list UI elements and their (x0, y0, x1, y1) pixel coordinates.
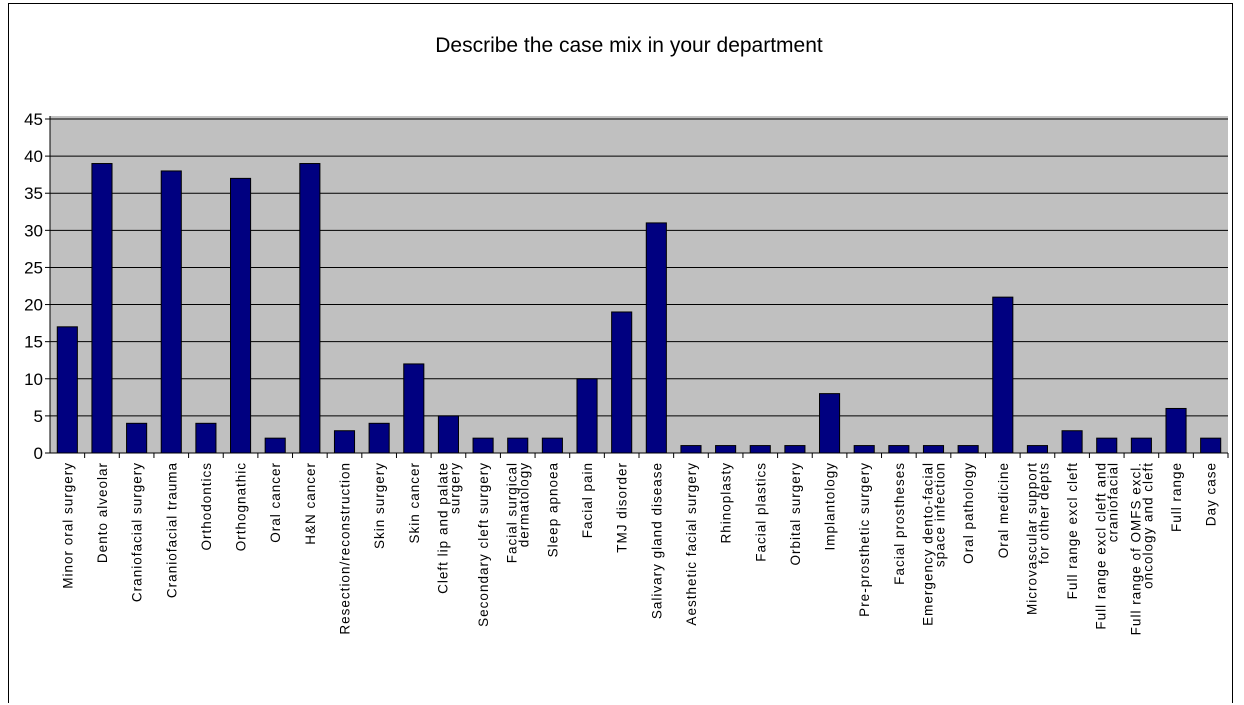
x-category-label: Pre-prosthetic surgery (857, 462, 872, 617)
bar (819, 393, 841, 454)
x-category-label: Dento alveolar (95, 462, 110, 563)
x-category-label: craniofacial (1106, 462, 1121, 542)
x-category-label: Craniofacial surgery (130, 462, 145, 602)
bar (195, 422, 217, 454)
bar (888, 445, 910, 454)
x-category-label: Craniofacial trauma (164, 462, 179, 598)
y-tick-label: 20 (24, 296, 43, 315)
bar (160, 170, 182, 454)
chart-frame: Describe the case mix in your department… (8, 3, 1233, 703)
x-category-label: Rhinoplasty (719, 462, 734, 544)
x-category-label: Facial surgical (505, 462, 520, 563)
x-category-label: Oral cancer (268, 462, 283, 543)
bar (541, 437, 563, 454)
y-tick-label: 0 (34, 444, 43, 463)
x-category-label: Full range excl cleft (1065, 462, 1080, 599)
x-category-label: Facial prostheses (892, 462, 907, 585)
y-tick-label: 40 (24, 147, 43, 166)
y-tick-label: 30 (24, 221, 43, 240)
bar (853, 445, 875, 454)
x-category-label: Microvascular support (1024, 462, 1039, 615)
bar (507, 437, 529, 454)
bar (230, 177, 252, 454)
x-category-label: surgery (447, 462, 462, 514)
bar (645, 222, 667, 454)
x-category-label: Orthognathic (234, 462, 249, 551)
bar (1026, 445, 1048, 454)
x-category-label: Implantology (823, 462, 838, 551)
x-category-label: Full range (1169, 462, 1184, 532)
x-category-label: Salivary gland disease (649, 462, 664, 619)
x-category-label: H&N cancer (303, 462, 318, 545)
bar (1165, 407, 1187, 454)
y-tick-label: 15 (24, 333, 43, 352)
bar (437, 415, 459, 454)
x-category-label: Cleft lip and palate (435, 462, 450, 594)
bar (680, 445, 702, 454)
bar (472, 437, 494, 454)
x-category-label: Secondary cleft surgery (476, 462, 491, 627)
y-tick-label: 5 (34, 407, 43, 426)
bar (126, 422, 148, 454)
x-category-label: Oral medicine (996, 462, 1011, 558)
y-tick-label: 10 (24, 370, 43, 389)
bar (91, 163, 113, 454)
bar (749, 445, 771, 454)
x-category-label: Full range of OMFS excl. (1128, 462, 1143, 635)
x-category-label: dermatology (517, 462, 532, 547)
plot-area (50, 116, 1228, 453)
bar (611, 311, 633, 454)
x-category-label: for other depts (1036, 462, 1051, 564)
x-category-label: Facial plastics (753, 462, 768, 562)
bars (56, 163, 1222, 454)
x-category-label: Sleep apnoea (545, 462, 560, 557)
y-axis-tick-labels: 0 5 10 15 20 25 30 35 40 45 (24, 110, 50, 463)
x-category-label: Orbital surgery (788, 462, 803, 566)
x-category-label: Aesthetic facial surgery (684, 462, 699, 626)
bar (1061, 430, 1083, 454)
bar (922, 445, 945, 454)
chart-title: Describe the case mix in your department (435, 34, 823, 57)
x-category-label: Facial pain (580, 462, 595, 538)
bar (333, 430, 356, 454)
bar (264, 437, 286, 454)
y-tick-label: 25 (24, 258, 43, 277)
bar (784, 445, 806, 454)
bar (403, 363, 425, 454)
bar (576, 378, 598, 454)
bar (1096, 437, 1118, 454)
x-category-label: oncology and cleft (1140, 462, 1155, 589)
x-category-label: Full range excl cleft and (1094, 462, 1109, 630)
x-category-label: TMJ disorder (615, 462, 630, 553)
y-tick-label: 45 (24, 110, 43, 129)
bar (299, 163, 321, 454)
bar (56, 326, 78, 454)
bar (715, 445, 737, 454)
x-category-label: Skin surgery (372, 462, 387, 549)
bar-chart: Describe the case mix in your department… (24, 34, 1229, 635)
bar (1130, 437, 1152, 454)
x-category-label: Orthodontics (199, 462, 214, 551)
x-category-label: Day case (1204, 462, 1219, 526)
x-category-label: space infection (933, 462, 948, 567)
bar (1200, 437, 1222, 454)
bar (368, 422, 390, 454)
bar (992, 296, 1014, 454)
bar (957, 445, 979, 454)
x-axis-category-labels: Minor oral surgery Dento alveolar Craniofa… (60, 453, 1229, 635)
x-category-label: Skin cancer (407, 462, 422, 544)
x-category-label: Resection/reconstruction (338, 462, 353, 635)
x-category-label: Minor oral surgery (60, 462, 75, 589)
x-category-label: Oral pathology (961, 462, 976, 564)
x-category-label: Emergency dento-facial (921, 462, 936, 626)
y-tick-label: 35 (24, 184, 43, 203)
